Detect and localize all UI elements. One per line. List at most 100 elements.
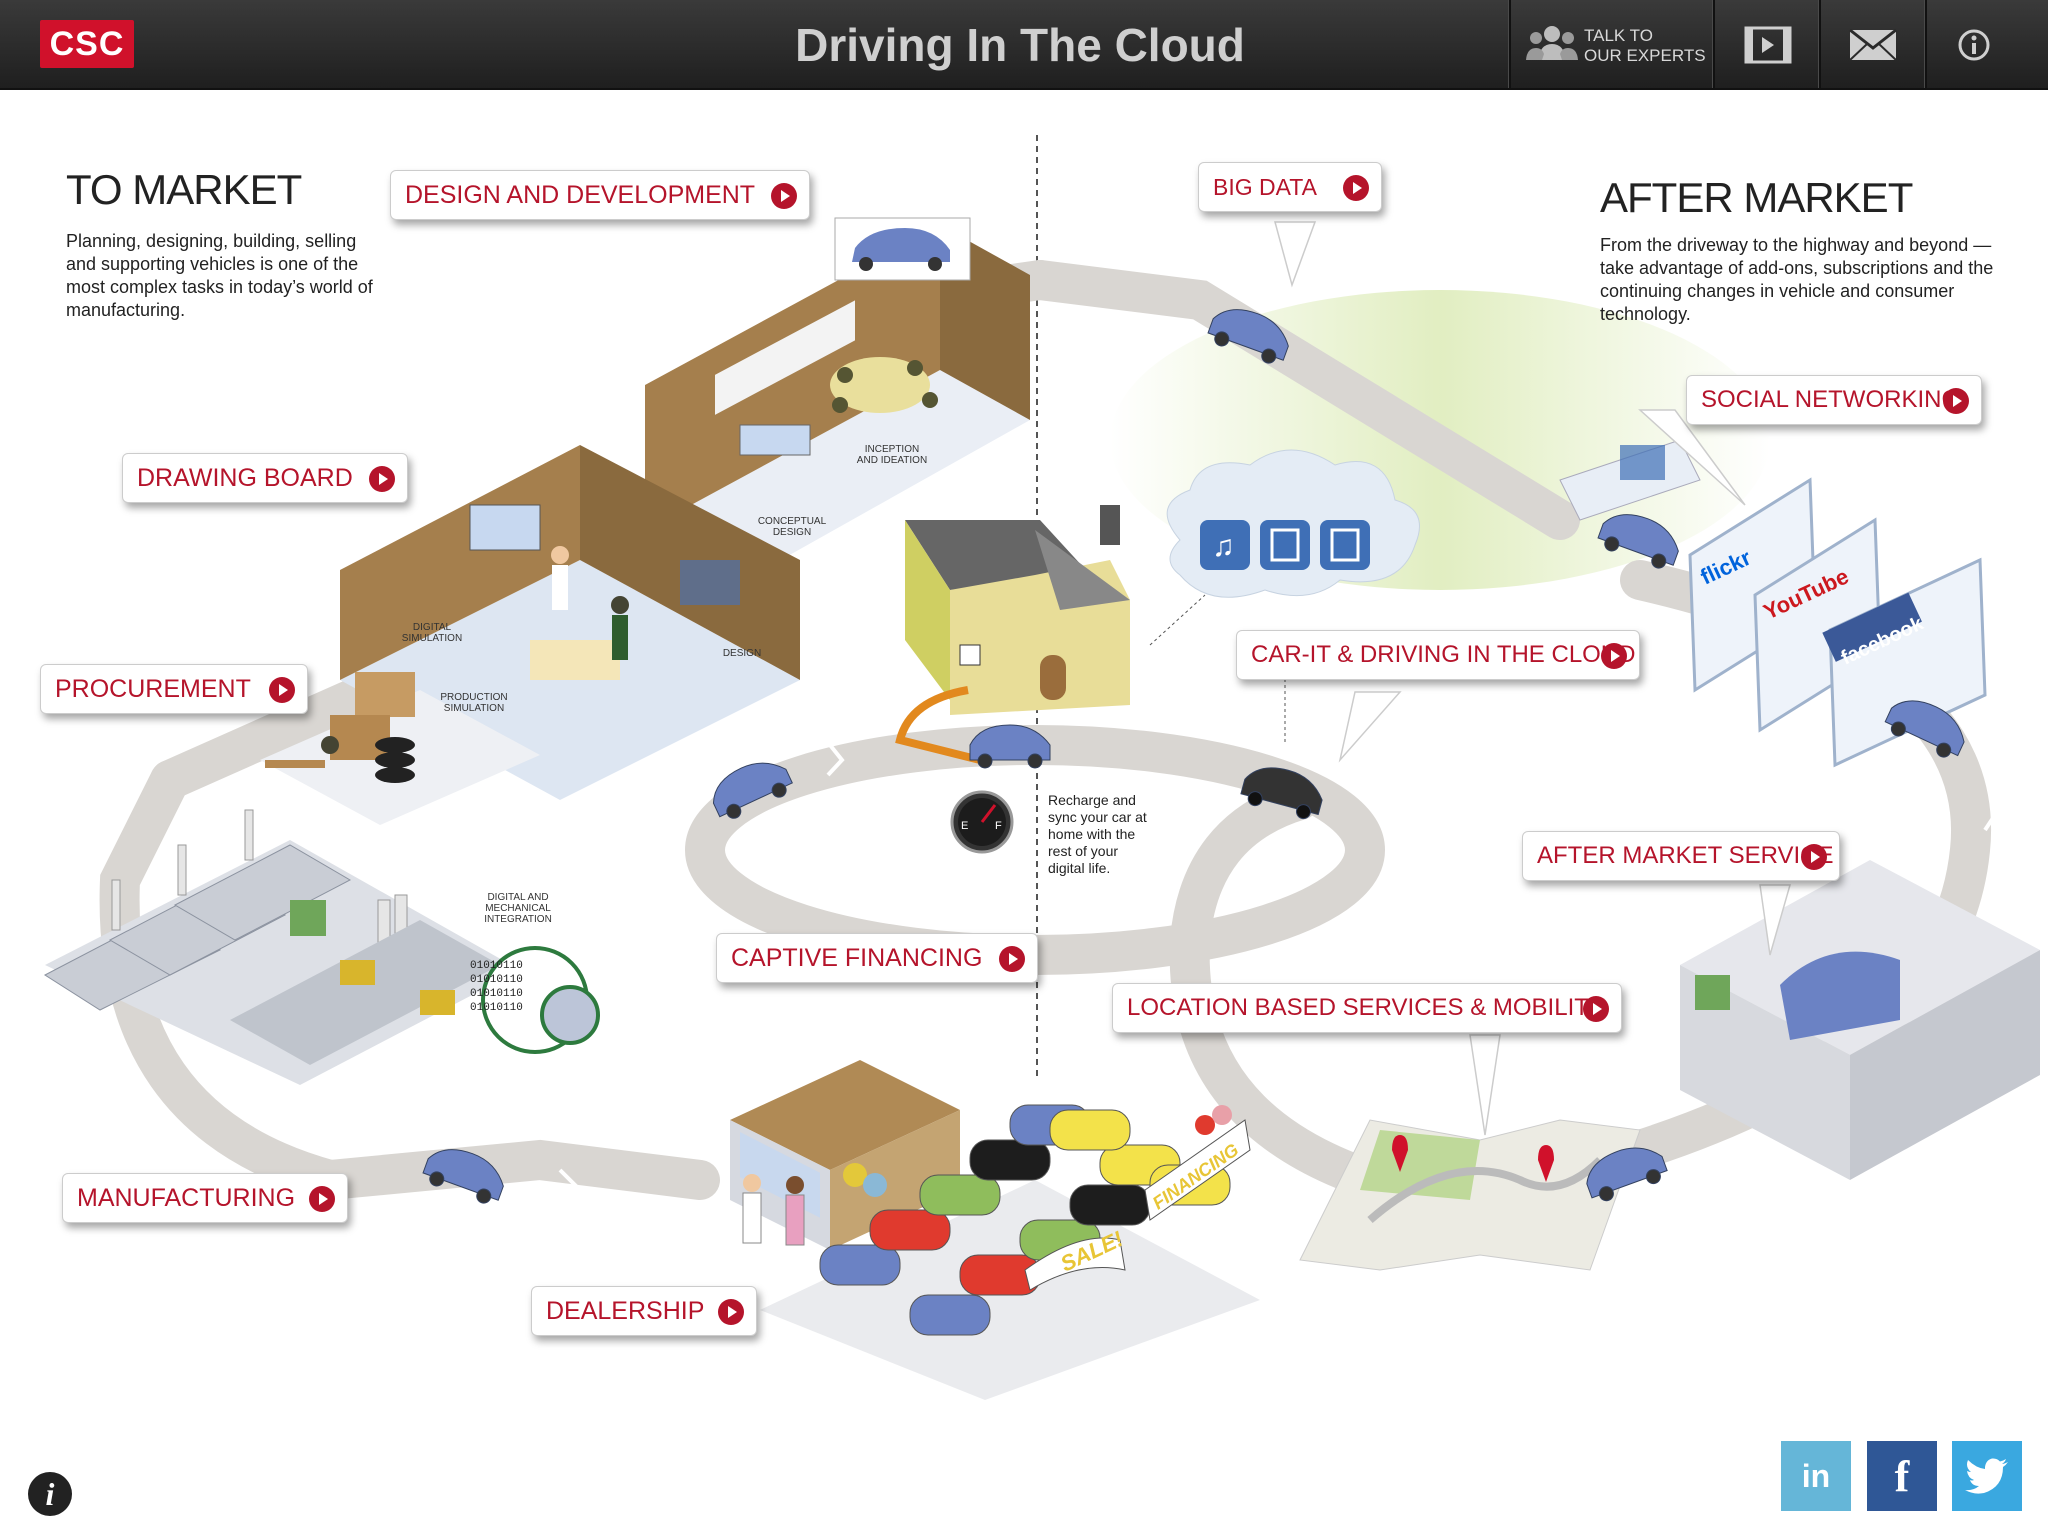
play-arrow-icon: [369, 466, 395, 492]
dealership-button[interactable]: DEALERSHIP: [531, 1286, 757, 1336]
button-label: DESIGN AND DEVELOPMENT: [405, 180, 756, 209]
service-garage: [1680, 860, 2040, 1180]
integration-magnifier: 01010110 01010110 01010110 01010110: [470, 946, 600, 1054]
road-arrows: [558, 743, 2007, 1202]
car-thought-bubble: [834, 217, 971, 281]
button-label: PROCUREMENT: [55, 674, 251, 703]
lot-car: [919, 1174, 1001, 1216]
lot-car: [969, 1139, 1051, 1181]
email-button[interactable]: [1822, 0, 1926, 88]
label-line: DESIGN: [772, 527, 812, 538]
info-button[interactable]: [1928, 0, 2048, 88]
button-label: MANUFACTURING: [77, 1183, 296, 1212]
label-line: INTEGRATION: [484, 914, 552, 925]
facebook-button[interactable]: f: [1867, 1441, 1937, 1511]
binary-text: 01010110: [470, 960, 523, 972]
play-arrow-icon: [269, 677, 295, 703]
after-market-service-button[interactable]: AFTER MARKET SERVICE: [1522, 831, 1840, 881]
app-title: Driving In The Cloud: [795, 19, 1245, 71]
talk-to-experts-button[interactable]: TALK TO OUR EXPERTS: [1516, 0, 1712, 88]
people-icon: [1526, 26, 1578, 60]
procurement-button[interactable]: PROCUREMENT: [40, 664, 308, 714]
binary-text: 01010110: [470, 974, 523, 986]
caption-line: Recharge and: [1048, 792, 1136, 808]
svg-text:♫: ♫: [1212, 530, 1235, 563]
video-button[interactable]: [1716, 0, 1820, 88]
binary-text: 01010110: [470, 988, 523, 1000]
talk-to-experts-label: TALK TO OUR EXPERTS: [1584, 26, 1706, 66]
label-line: AND IDEATION: [856, 455, 928, 466]
play-arrow-icon: [999, 946, 1025, 972]
play-arrow-icon: [309, 1186, 335, 1212]
envelope-icon: [1849, 28, 1897, 61]
button-label: CAPTIVE FINANCING: [731, 943, 983, 972]
button-label: AFTER MARKET SERVICE: [1537, 842, 1834, 869]
lot-car: [819, 1244, 901, 1286]
car: [1586, 1147, 1668, 1202]
label-line: CONCEPTUAL: [757, 516, 827, 527]
help-info-button[interactable]: i: [28, 1472, 72, 1516]
callout-tails: [1274, 221, 1791, 1136]
label-line: MECHANICAL: [485, 903, 551, 914]
design-label: DESIGN: [722, 648, 762, 659]
map-pin-icon: [1392, 1135, 1408, 1172]
button-label: BIG DATA: [1213, 173, 1317, 200]
toolbar-divider: [1924, 0, 1927, 88]
car: [969, 724, 1051, 769]
caption-line: sync your car at: [1048, 809, 1147, 825]
charging-cable: [895, 686, 981, 764]
car: [712, 762, 793, 819]
car: [1597, 514, 1679, 569]
captive-financing-button[interactable]: CAPTIVE FINANCING: [716, 933, 1038, 983]
integration-label: DIGITAL AND MECHANICAL INTEGRATION: [478, 892, 558, 925]
lot-car: [1069, 1184, 1151, 1226]
after-market-description: From the driveway to the highway and bey…: [1600, 235, 1994, 324]
lot-car: [869, 1209, 951, 1251]
home: [905, 505, 1130, 715]
sale-banner: [1024, 1237, 1126, 1291]
play-arrow-icon: [771, 183, 797, 209]
lot-car: [909, 1294, 991, 1336]
button-label: SOCIAL NETWORKING: [1701, 386, 1961, 413]
location-services-button[interactable]: LOCATION BASED SERVICES & MOBILITY: [1112, 983, 1622, 1033]
caption-line: digital life.: [1048, 860, 1111, 876]
sync-line: [1149, 594, 1206, 646]
factory: [44, 809, 520, 1085]
cars: [422, 309, 1965, 1204]
conceptual-design-label: CONCEPTUAL DESIGN: [752, 516, 832, 538]
infographic-illustration: 01010110 01010110 01010110 01010110 ♫: [44, 135, 2040, 1400]
toolbar-divider: [1508, 0, 1511, 88]
play-arrow-icon: [1801, 844, 1827, 870]
top-bar: CSC Driving In The Cloud TALK TO OUR EXP…: [0, 0, 2048, 90]
csc-logo[interactable]: CSC: [40, 20, 134, 68]
button-label: DRAWING BOARD: [137, 463, 353, 492]
manufacturing-button[interactable]: MANUFACTURING: [62, 1173, 348, 1223]
twitter-button[interactable]: [1952, 1441, 2022, 1511]
to-market-heading: TO MARKET: [66, 166, 302, 213]
inception-label: INCEPTION AND IDEATION: [852, 444, 932, 466]
toolbar-divider: [1712, 0, 1715, 88]
financing-banner: [1144, 1119, 1251, 1221]
label-line: DIGITAL: [412, 622, 452, 633]
social-networking-button[interactable]: SOCIAL NETWORKING: [1686, 375, 1982, 425]
big-data-button[interactable]: BIG DATA: [1198, 162, 1382, 212]
play-arrow-icon: [1943, 388, 1969, 414]
fuel-e-label: E: [961, 820, 968, 832]
caption-line: home with the: [1048, 826, 1136, 842]
film-icon: [1260, 520, 1310, 570]
label-line: SIMULATION: [443, 703, 505, 714]
play-arrow-icon: [1343, 175, 1369, 201]
fuel-f-label: F: [995, 820, 1002, 832]
linkedin-button[interactable]: in: [1781, 1441, 1851, 1511]
design-development-button[interactable]: DESIGN AND DEVELOPMENT: [390, 170, 810, 220]
drawing-board-button[interactable]: DRAWING BOARD: [122, 453, 408, 503]
cloud-services: ♫: [1166, 449, 1420, 598]
road-segment: [310, 1139, 720, 1200]
document-icon: [1320, 520, 1370, 570]
play-arrow-icon: [1601, 643, 1627, 669]
map-area: [1299, 1119, 1641, 1271]
car-it-cloud-button[interactable]: CAR-IT & DRIVING IN THE CLOUD: [1236, 630, 1640, 680]
twitter-bird-icon: [1965, 1458, 2008, 1494]
recharge-caption: Recharge and sync your car at home with …: [1048, 792, 1188, 877]
car: [422, 1149, 504, 1204]
